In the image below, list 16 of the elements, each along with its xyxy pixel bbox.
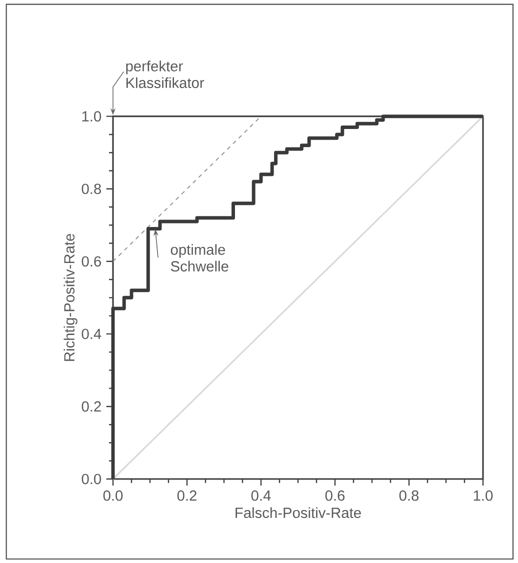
x-tick-label: 0.2: [177, 490, 196, 501]
y-tick-label: 0.8: [82, 184, 101, 194]
x-axis-title: Falsch-Positiv-Rate: [236, 507, 361, 518]
y-tick-label: 0.2: [82, 401, 101, 412]
y-tick-label: 0.0: [82, 474, 102, 484]
y-tick-label: 0.6: [82, 256, 101, 267]
annotation: optimale Schwelle: [170, 244, 228, 272]
text: perfekter Klassifikator: [126, 60, 204, 88]
x-tick-label: 0.4: [251, 490, 271, 501]
y-axis-title: Richtig-Positiv-Rate: [64, 234, 78, 361]
x-tick-label: 1.0: [474, 490, 493, 501]
y-tick-label: 1.0: [82, 111, 102, 122]
x-tick-label: 0.0: [103, 490, 123, 501]
x-tick-label: 0.8: [399, 490, 419, 501]
y-tick-label: 0.4: [82, 328, 102, 340]
x-tick-label: 0.6: [325, 490, 345, 501]
